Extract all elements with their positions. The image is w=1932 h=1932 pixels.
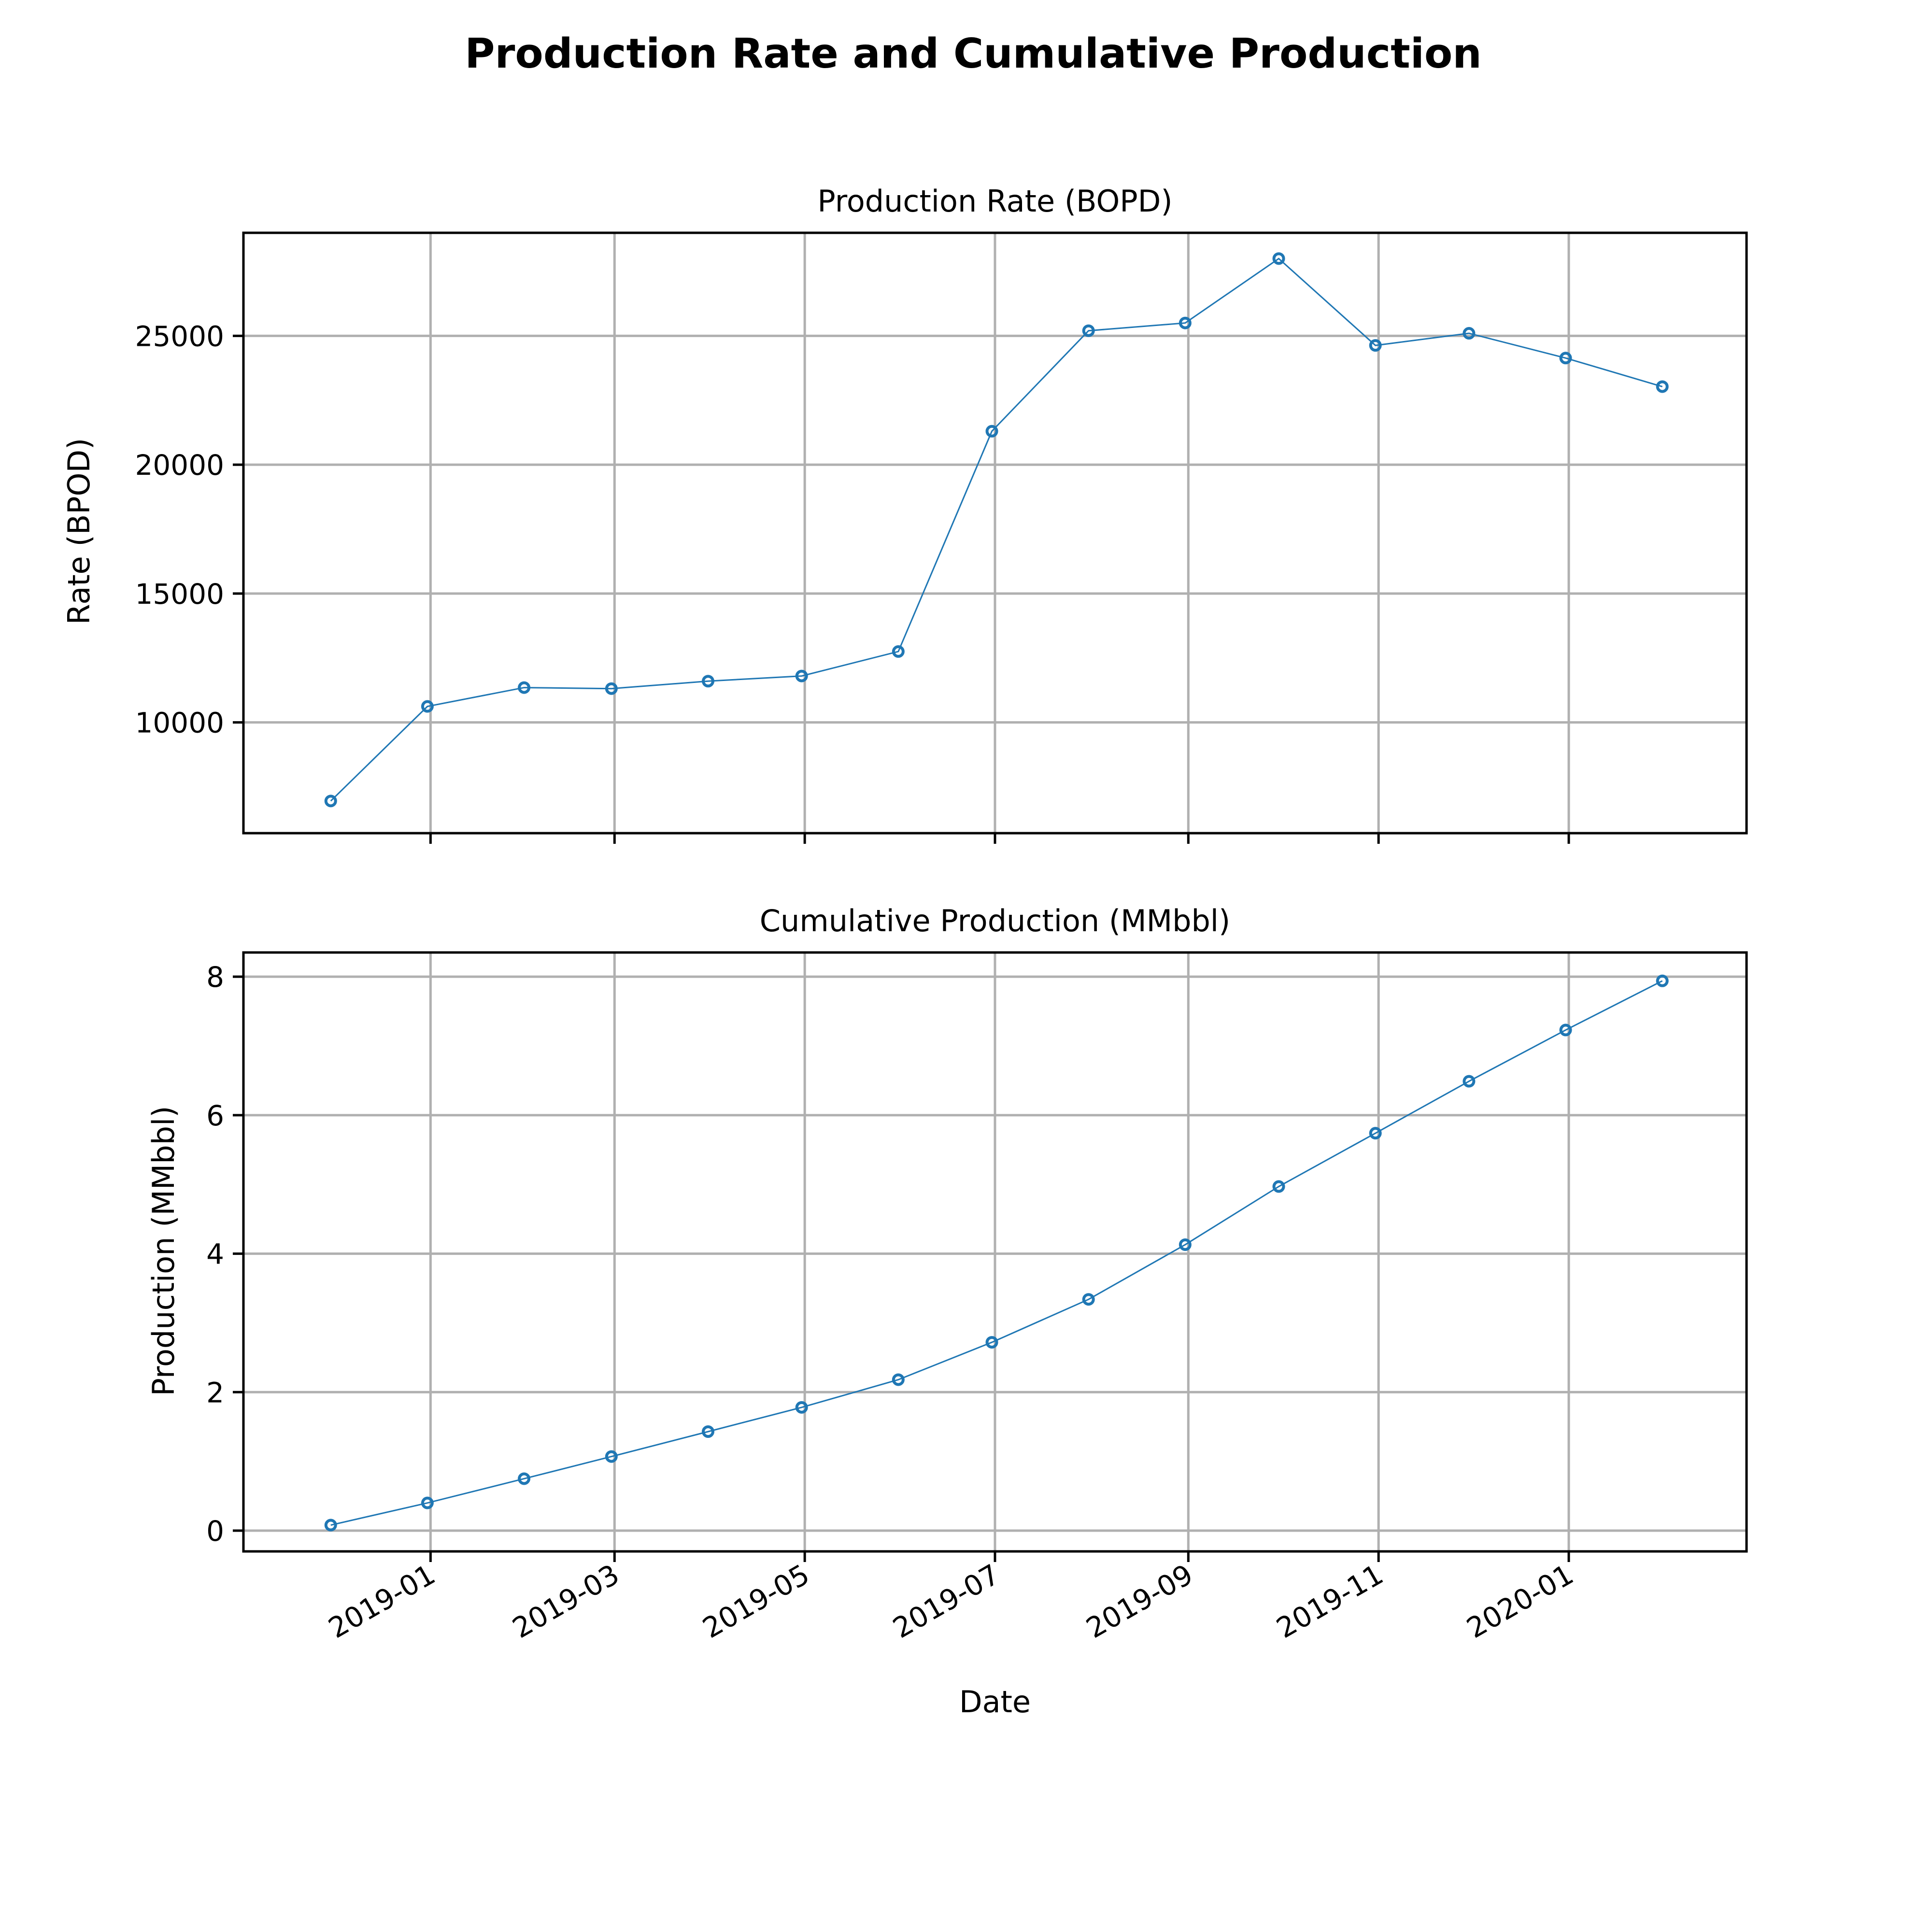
cumulative-data-point: [702, 1425, 715, 1438]
x-tick-label: 2019-11: [1271, 1558, 1389, 1645]
cumulative-data-point: [892, 1373, 905, 1386]
rate-data-point: [1369, 339, 1382, 352]
rate-data-point: [1272, 252, 1285, 265]
rate-panel: Production Rate (BOPD) Rate (BPOD) 10000…: [61, 184, 1748, 844]
x-tick-label: 2020-01: [1461, 1558, 1579, 1645]
cumulative-y-tick-label: 8: [206, 961, 224, 994]
cumulative-data-point: [605, 1450, 618, 1463]
rate-plot-frame: [242, 231, 1748, 835]
cumulative-panel: Cumulative Production (MMbbl) Production…: [146, 903, 1748, 1645]
cumulative-data-point: [1272, 1180, 1285, 1193]
rate-data-point: [1559, 352, 1572, 365]
rate-y-axis-label: Rate (BPOD): [61, 438, 97, 625]
cumulative-panel-title: Cumulative Production (MMbbl): [760, 903, 1230, 938]
rate-y-tick-label: 15000: [135, 578, 224, 611]
rate-y-tick-label: 10000: [135, 707, 224, 739]
cumulative-y-tick-label: 6: [206, 1099, 224, 1132]
cumulative-data-point: [795, 1401, 808, 1414]
cumulative-data-point: [1656, 974, 1669, 987]
x-tick-label: 2019-05: [697, 1558, 815, 1645]
rate-data-point: [421, 700, 434, 713]
cumulative-y-tick-label: 4: [206, 1238, 224, 1271]
rate-data-point: [985, 425, 998, 438]
x-tick-label: 2019-09: [1080, 1558, 1198, 1645]
cumulative-data-point: [1179, 1238, 1192, 1251]
rate-data-point: [518, 681, 531, 694]
rate-data-point: [1463, 327, 1476, 340]
rate-data-point: [1656, 380, 1669, 393]
cumulative-data-point: [1082, 1293, 1095, 1306]
rate-data-point: [324, 795, 337, 808]
cumulative-data-point: [1463, 1075, 1476, 1088]
chart-title: Production Rate and Cumulative Productio…: [465, 30, 1482, 78]
rate-data-point: [605, 682, 618, 695]
cumulative-y-axis-label: Production (MMbbl): [146, 1106, 181, 1396]
rate-data-point: [1082, 324, 1095, 337]
rate-panel-title: Production Rate (BOPD): [817, 184, 1172, 219]
cumulative-series-line: [330, 980, 1663, 1526]
x-tick-label: 2019-03: [507, 1558, 625, 1645]
rate-data-point: [795, 669, 808, 682]
rate-series-line: [330, 257, 1663, 802]
cumulative-data-point: [1369, 1127, 1382, 1140]
x-tick-label: 2019-07: [887, 1558, 1005, 1645]
cumulative-y-tick-label: 0: [206, 1515, 224, 1548]
x-axis-label: Date: [959, 1684, 1031, 1719]
rate-y-tick-label: 20000: [135, 449, 224, 482]
cumulative-data-point: [1559, 1023, 1572, 1037]
rate-y-tick-label: 25000: [135, 320, 224, 353]
cumulative-y-tick-label: 2: [206, 1376, 224, 1409]
cumulative-plot-frame: [242, 951, 1748, 1553]
x-tick-label: 2019-01: [323, 1558, 441, 1645]
cumulative-data-point: [985, 1336, 998, 1349]
rate-data-point: [1179, 316, 1192, 329]
rate-data-point: [892, 645, 905, 658]
cumulative-data-point: [324, 1519, 337, 1532]
cumulative-data-point: [421, 1496, 434, 1509]
cumulative-data-point: [518, 1472, 531, 1485]
rate-data-point: [702, 675, 715, 688]
